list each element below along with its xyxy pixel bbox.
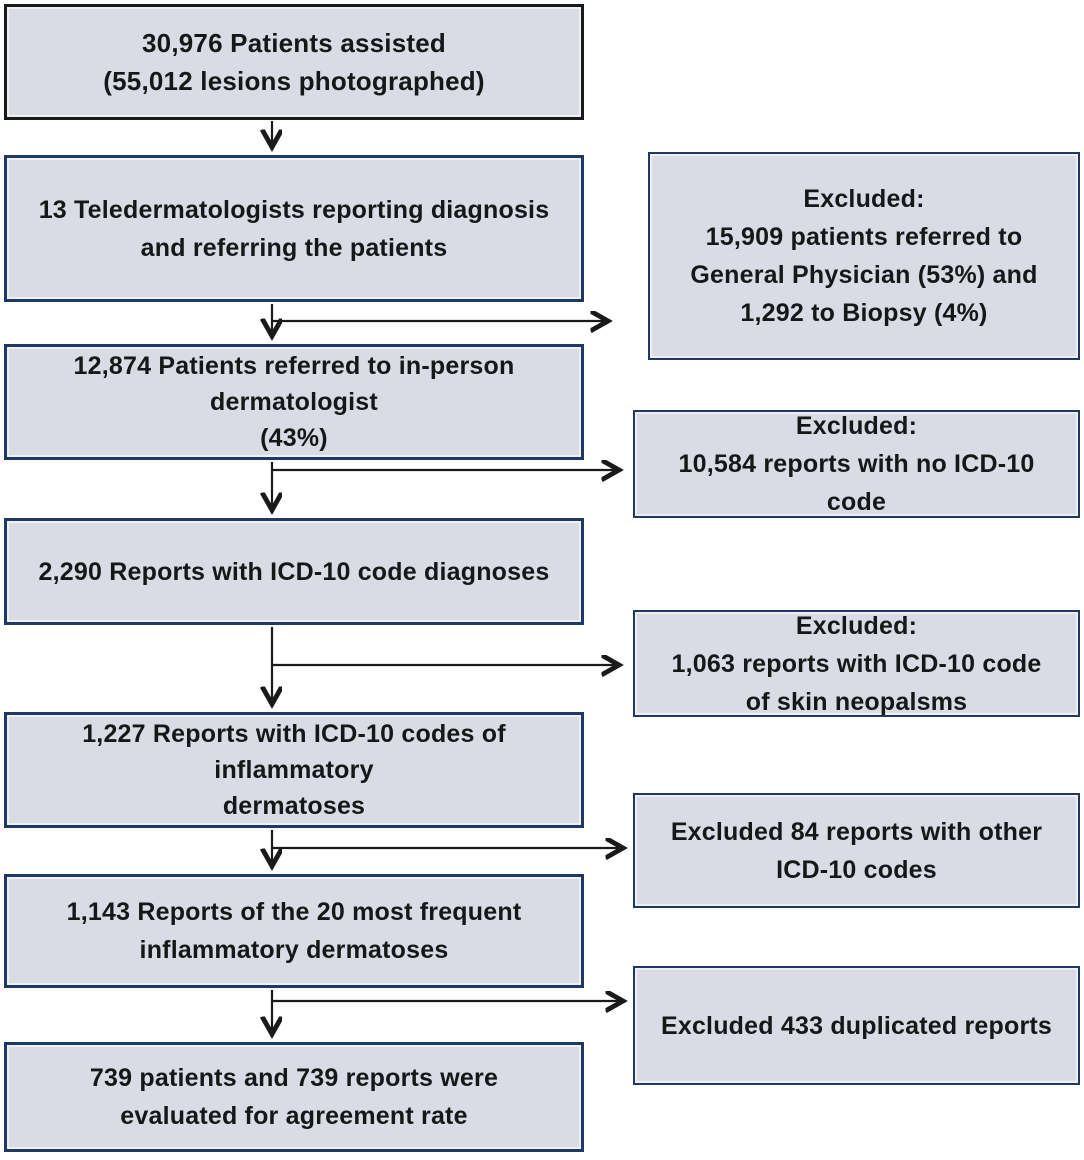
flow-box-inflammatory-reports: 1,227 Reports with ICD-10 codes of infla… [4,712,584,828]
excluded-box-referrals: Excluded: 15,909 patients referred to Ge… [648,152,1080,360]
flow-box-referred-in-person: 12,874 Patients referred to in-person de… [4,344,584,460]
flow-box-teledermatologists: 13 Teledermatologists reporting diagnosi… [4,155,584,302]
excluded-box-no-icd10: Excluded: 10,584 reports with no ICD-10 … [633,410,1080,518]
flow-box-final-evaluated: 739 patients and 739 reports were evalua… [4,1042,584,1152]
flow-box-patients-assisted: 30,976 Patients assisted (55,012 lesions… [4,4,584,120]
flow-box-icd10-code-reports: 2,290 Reports with ICD-10 code diagnoses [4,518,584,625]
excluded-box-neoplasms: Excluded: 1,063 reports with ICD-10 code… [633,610,1080,717]
excluded-box-other-icd10: Excluded 84 reports with other ICD-10 co… [633,793,1080,908]
excluded-box-duplicates: Excluded 433 duplicated reports [633,966,1080,1085]
flow-box-top20-reports: 1,143 Reports of the 20 most frequent in… [4,874,584,988]
